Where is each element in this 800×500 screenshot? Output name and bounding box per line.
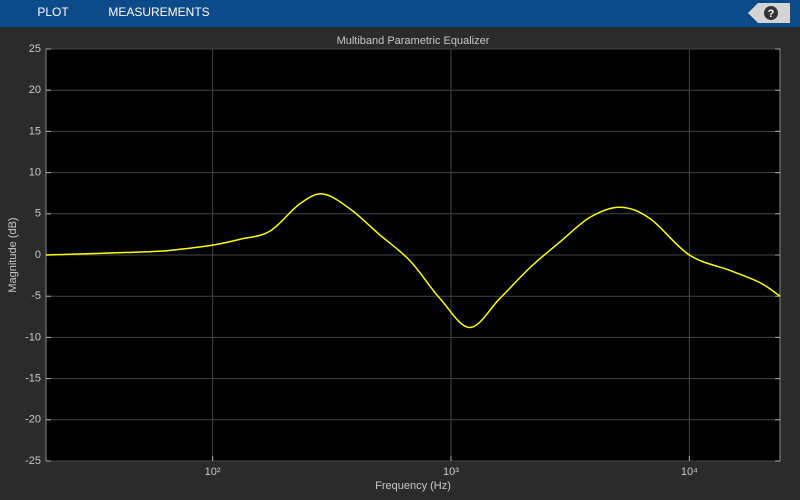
x-axis-label: Frequency (Hz) (375, 480, 451, 492)
data-line (45, 193, 781, 329)
y-tick-label: -25 (25, 455, 41, 467)
y-tick-label: 20 (29, 84, 41, 96)
toolbar (0, 0, 800, 27)
help-label[interactable]: ? (768, 8, 775, 20)
y-tick-label: 15 (29, 125, 41, 137)
x-tick-label: 10³ (443, 466, 459, 478)
x-tick-label: 10⁴ (681, 466, 698, 478)
y-tick-label: -15 (25, 373, 41, 385)
y-tick-label: -20 (25, 414, 41, 426)
plot-tab[interactable]: PLOT (37, 5, 69, 19)
help-icon (764, 6, 778, 20)
y-tick-label: -5 (31, 290, 41, 302)
y-tick-label: 5 (35, 208, 41, 220)
y-tick-label: -10 (25, 331, 41, 343)
y-tick-label: 25 (29, 43, 41, 55)
measurements-tab[interactable]: MEASUREMENTS (108, 5, 209, 19)
x-tick-label: 10² (205, 466, 221, 478)
y-tick-label: 10 (29, 167, 41, 179)
chart-title: Multiband Parametric Equalizer (337, 35, 490, 47)
y-tick-label: 0 (35, 249, 41, 261)
y-axis-label: Magnitude (dB) (7, 217, 19, 292)
